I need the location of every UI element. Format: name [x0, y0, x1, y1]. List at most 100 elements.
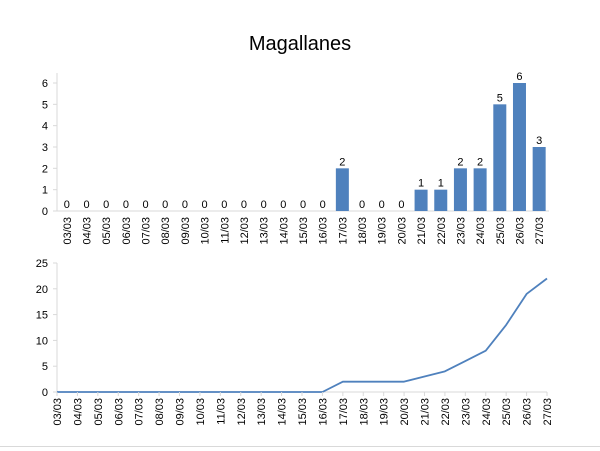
line-x-tick-label: 27/03: [542, 398, 554, 426]
bar-x-tick-label: 21/03: [416, 217, 428, 245]
bar-x-tick-label: 15/03: [298, 217, 310, 245]
line-x-tick-label: 24/03: [481, 398, 493, 426]
bar-data-label: 0: [280, 199, 286, 211]
bar-y-tick-label: 1: [42, 185, 48, 197]
bar-x-tick-label: 18/03: [357, 217, 369, 245]
line-y-tick-label: 10: [36, 335, 48, 347]
bar-x-tick-label: 22/03: [436, 217, 448, 245]
line-y-tick-label: 5: [42, 361, 48, 373]
line-chart: 0 5 10 15 20 25 03/03 04/03 05/03 06/03 07/03 08/03…: [36, 258, 554, 426]
bar-x-tick-label: 27/03: [534, 217, 546, 245]
bar-x-tick-label: 19/03: [377, 217, 389, 245]
bar: [532, 147, 546, 211]
bar-x-tick-label: 13/03: [259, 217, 271, 245]
line-x-tick-label: 12/03: [236, 398, 248, 426]
bar-data-label: 0: [261, 199, 267, 211]
bar-x-tick-label: 25/03: [495, 217, 507, 245]
bar-x-tick-label: 12/03: [239, 217, 251, 245]
bar-data-label: 0: [162, 199, 168, 211]
bar: [414, 189, 428, 211]
line-x-tick-label: 15/03: [297, 398, 309, 426]
bar-data-label: 6: [516, 71, 522, 83]
line-x-tick-label: 05/03: [93, 398, 105, 426]
bar: [434, 189, 448, 211]
line-x-tick-label: 09/03: [175, 398, 187, 426]
line-x-tick-label: 21/03: [420, 398, 432, 426]
bar-y-tick-label: 3: [42, 142, 48, 154]
bar-data-label: 0: [241, 199, 247, 211]
line-x-tick-label: 22/03: [440, 398, 452, 426]
line-x-tick-label: 18/03: [358, 398, 370, 426]
line-x-tick-label: 10/03: [195, 398, 207, 426]
bar-x-tick-label: 26/03: [514, 217, 526, 245]
bar-data-label: 1: [438, 178, 444, 190]
line-y-tick-label: 0: [42, 387, 48, 399]
line-x-tick-label: 11/03: [215, 398, 227, 425]
bar-y-tick-label: 0: [42, 206, 48, 218]
bar-data-label: 2: [457, 156, 463, 168]
bar-x-tick-label: 09/03: [180, 217, 192, 245]
line-x-tick-label: 19/03: [379, 398, 391, 426]
bar-data-label: 0: [202, 199, 208, 211]
bar-data-label: 5: [497, 92, 503, 104]
line-x-tick-label: 06/03: [113, 398, 125, 426]
bar-x-tick-label: 14/03: [278, 217, 290, 245]
bar-y-tick-label: 6: [42, 78, 48, 90]
bar-x-tick-label: 23/03: [455, 217, 467, 245]
line-x-tick-label: 23/03: [460, 398, 472, 426]
bar-x-tick-label: 10/03: [200, 217, 212, 245]
line-x-tick-label: 03/03: [52, 398, 64, 426]
bar-y-tick-label: 5: [42, 99, 48, 111]
bar-data-label: 0: [320, 199, 326, 211]
bar-x-tick-label: 16/03: [318, 217, 330, 245]
line-x-tick-label: 17/03: [338, 398, 350, 426]
bar-y-tick-label: 4: [42, 121, 48, 133]
bar-x-tick-label: 05/03: [101, 217, 113, 245]
bar-x-tick-label: 07/03: [141, 217, 153, 245]
bar: [473, 168, 487, 211]
bar-data-label: 2: [477, 156, 483, 168]
bar-data-label: 0: [103, 199, 109, 211]
line-x-tick-label: 16/03: [317, 398, 329, 426]
line-x-tick-label: 13/03: [256, 398, 268, 426]
bar-data-label: 0: [83, 199, 89, 211]
bar-data-label: 0: [300, 199, 306, 211]
bar-data-label: 0: [64, 199, 70, 211]
bar-data-label: 0: [359, 199, 365, 211]
bar-x-tick-label: 03/03: [62, 217, 74, 245]
bar-data-label: 1: [418, 178, 424, 190]
bar: [493, 104, 507, 211]
line-y-tick-label: 15: [36, 310, 48, 322]
bar: [335, 168, 349, 211]
bar: [453, 168, 467, 211]
line-x-tick-label: 04/03: [72, 398, 84, 426]
line-y-tick-label: 20: [36, 284, 48, 296]
bar-data-label: 0: [398, 199, 404, 211]
bar-x-tick-label: 11/03: [219, 217, 231, 244]
bar-data-label: 0: [221, 199, 227, 211]
bar-data-label: 3: [536, 135, 542, 147]
bar-data-label: 0: [123, 199, 129, 211]
bar-data-label: 0: [182, 199, 188, 211]
bar-x-tick-label: 20/03: [396, 217, 408, 245]
bar-data-label: 0: [142, 199, 148, 211]
bar-x-tick-label: 04/03: [82, 217, 94, 245]
bar-chart: 0 1 2 3 4 5 6 0 03/03 0 04/03 0 05/03 0 06/03 0 07/03 0 08…: [42, 71, 549, 245]
bottom-divider: [0, 446, 600, 447]
series-line: [57, 277, 548, 393]
line-x-tick-label: 26/03: [522, 398, 534, 426]
bar-y-tick-label: 2: [42, 163, 48, 175]
chart-title: Magallanes: [249, 33, 351, 55]
line-x-tick-label: 07/03: [134, 398, 146, 426]
line-x-tick-label: 20/03: [399, 398, 411, 426]
bar-x-tick-label: 08/03: [160, 217, 172, 245]
bar: [512, 83, 526, 211]
line-y-tick-label: 25: [36, 258, 48, 270]
bar-data-label: 0: [379, 199, 385, 211]
bar-x-tick-label: 06/03: [121, 217, 133, 245]
bar-x-tick-label: 24/03: [475, 217, 487, 245]
bar-x-tick-label: 17/03: [337, 217, 349, 245]
bar-data-label: 2: [339, 156, 345, 168]
